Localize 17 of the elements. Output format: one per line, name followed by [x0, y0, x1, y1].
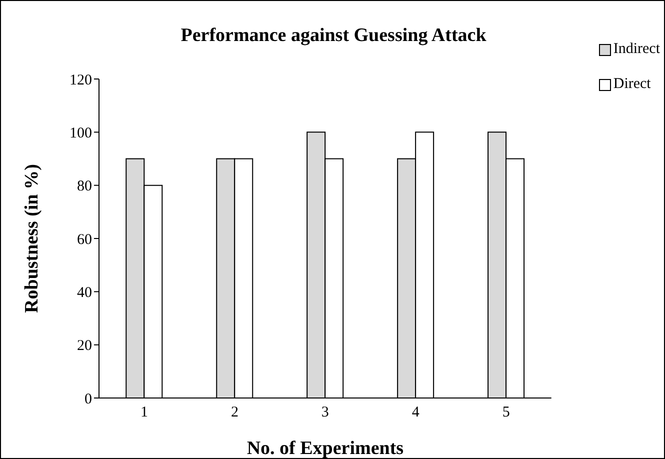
y-tick-label: 80 — [77, 178, 92, 195]
x-axis-title: No. of Experiments — [246, 438, 404, 459]
x-tick-label: 5 — [502, 404, 510, 421]
y-tick-label: 60 — [77, 232, 92, 248]
y-axis-title: Robustness (in %) — [22, 164, 43, 313]
legend-label: Indirect — [613, 41, 660, 58]
x-tick-label: 4 — [412, 404, 420, 421]
x-tick-label: 3 — [321, 404, 329, 421]
x-tick-label: 1 — [140, 404, 148, 421]
y-tick-label: 0 — [84, 391, 92, 408]
y-tick-label: 120 — [70, 72, 92, 88]
legend-label: Direct — [613, 76, 651, 93]
x-tick-label: 2 — [230, 404, 238, 421]
y-tick-label: 40 — [77, 284, 92, 301]
y-tick-label: 100 — [70, 125, 92, 142]
chart-title: Performance against Guessing Attack — [180, 25, 486, 46]
y-tick-label: 20 — [77, 338, 92, 354]
